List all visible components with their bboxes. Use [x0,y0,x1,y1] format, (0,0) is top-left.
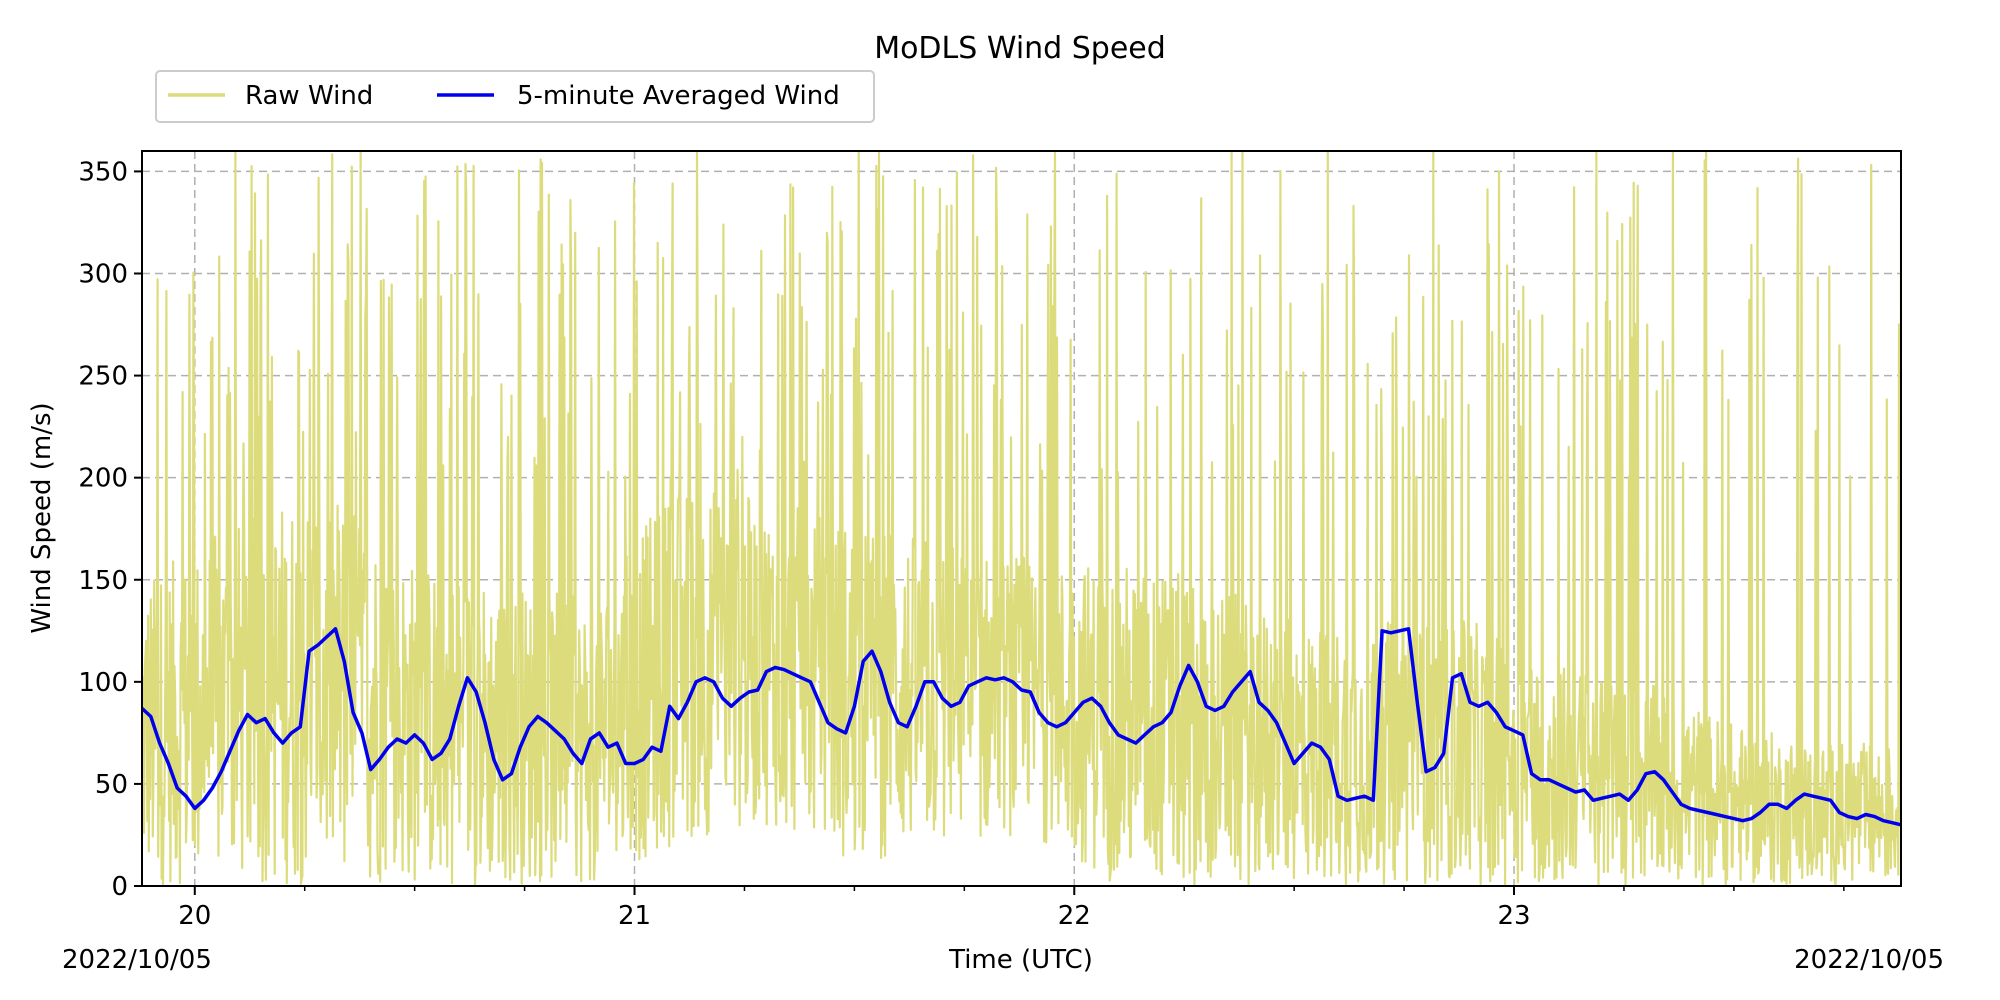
legend: Raw Wind 5-minute Averaged Wind [155,70,875,123]
legend-label-averaged-wind: 5-minute Averaged Wind [517,81,840,111]
x-tick-label: 22 [1058,901,1091,931]
x-tick-label: 21 [618,901,651,931]
y-tick-label: 250 [78,362,128,392]
y-tick-label: 350 [78,157,128,187]
plot-frame [141,150,1902,887]
x-axis-ticks: 20 21 22 23 [178,886,1845,931]
y-tick-label: 50 [95,770,128,800]
x-tick-label: 23 [1497,901,1530,931]
y-axis-ticks: 0 50 100 150 200 250 300 350 [78,157,142,902]
x-tick-label: 20 [178,901,211,931]
legend-box [155,70,875,123]
y-tick-label: 200 [78,464,128,494]
x-start-date-label: 2022/10/05 [62,945,212,975]
x-end-date-label: 2022/10/05 [1794,945,1944,975]
y-tick-label: 100 [78,668,128,698]
y-tick-label: 0 [111,872,128,902]
y-tick-label: 300 [78,260,128,290]
raw-wind-series [142,151,1901,886]
y-axis-label: Wind Speed (m/s) [27,402,57,633]
x-axis-label: Time (UTC) [948,945,1093,975]
chart-title: MoDLS Wind Speed [874,31,1166,66]
y-tick-label: 150 [78,566,128,596]
averaged-wind-series [142,627,1901,827]
raw-wind-line [142,151,1901,886]
legend-label-raw-wind: Raw Wind [245,81,373,111]
